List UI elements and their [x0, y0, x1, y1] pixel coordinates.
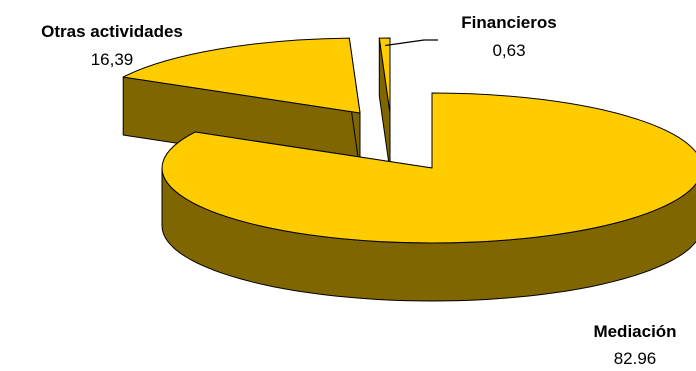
leader-line-financieros [385, 39, 438, 47]
label-financieros: Financieros [461, 13, 556, 32]
data-labels: Mediación 82.96 Otras actividades 16,39 Fina… [41, 13, 676, 368]
pie-slices [122, 37, 696, 302]
label-mediacion: Mediación [593, 322, 676, 341]
slice-financieros [378, 37, 391, 172]
slice-top-face [122, 37, 361, 114]
value-otras-actividades: 16,39 [91, 50, 134, 69]
slice-mediacion [161, 92, 696, 302]
value-financieros: 0,63 [492, 41, 525, 60]
slice-top-face [378, 37, 391, 114]
value-mediacion: 82.96 [614, 349, 657, 368]
slice-top-face [161, 92, 696, 244]
leader-lines [385, 39, 438, 47]
label-otras-actividades: Otras actividades [41, 22, 183, 41]
slice-otras-actividades [122, 37, 361, 172]
